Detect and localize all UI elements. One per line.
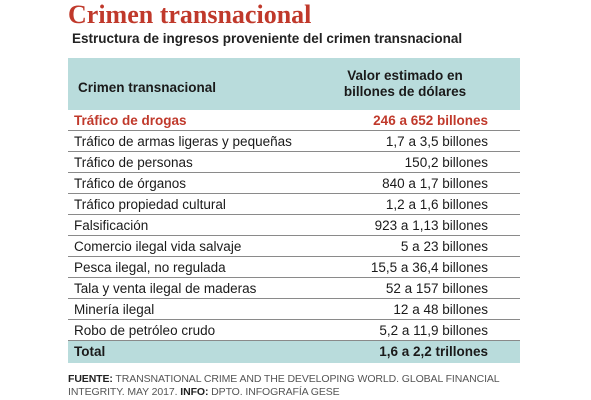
row-name: Tráfico de armas ligeras y pequeñas: [74, 134, 292, 149]
column-header-value: Valor estimado en billones de dólares: [320, 68, 490, 100]
table-row: Tráfico propiedad cultural 1,2 a 1,6 bil…: [68, 194, 520, 215]
row-value: 840 a 1,7 billones: [382, 176, 488, 191]
table-row: Tráfico de armas ligeras y pequeñas 1,7 …: [68, 131, 520, 152]
row-value: 246 a 652 billones: [373, 113, 488, 128]
table-row: Tráfico de personas 150,2 billones: [68, 152, 520, 173]
row-value: 150,2 billones: [404, 155, 488, 170]
total-label: Total: [74, 344, 106, 359]
info-text: DPTO. INFOGRAFÍA GESE: [208, 386, 340, 398]
row-name: Comercio ilegal vida salvaje: [74, 239, 242, 254]
row-value: 1,7 a 3,5 billones: [385, 134, 488, 149]
source-label: FUENTE:: [68, 373, 113, 385]
table-row: Robo de petróleo crudo 5,2 a 11,9 billon…: [68, 320, 520, 341]
table-row: Comercio ilegal vida salvaje 5 a 23 bill…: [68, 236, 520, 257]
row-name: Tráfico de drogas: [74, 113, 187, 128]
table-row: Tala y venta ilegal de maderas 52 a 157 …: [68, 278, 520, 299]
row-name: Falsificación: [74, 218, 149, 233]
row-name: Tráfico de personas: [74, 155, 193, 170]
info-label: INFO:: [180, 386, 209, 398]
total-value: 1,6 a 2,2 trillones: [379, 344, 488, 359]
table-row: Pesca ilegal, no regulada 15,5 a 36,4 bi…: [68, 257, 520, 278]
row-name: Tráfico propiedad cultural: [74, 197, 226, 212]
table-header: Crimen transnacional Valor estimado en b…: [68, 58, 520, 110]
row-name: Pesca ilegal, no regulada: [74, 260, 226, 275]
table-row: Falsificación 923 a 1,13 billones: [68, 215, 520, 236]
row-name: Robo de petróleo crudo: [74, 323, 216, 338]
source-note: FUENTE: TRANSNATIONAL CRIME AND THE DEVE…: [68, 373, 528, 399]
row-value: 5 a 23 billones: [400, 239, 488, 254]
row-value: 12 a 48 billones: [393, 302, 488, 317]
source-text: TRANSNATIONAL CRIME AND THE DEVELOPING W…: [68, 373, 500, 398]
data-table: Crimen transnacional Valor estimado en b…: [68, 58, 520, 363]
row-value: 15,5 a 36,4 billones: [370, 260, 488, 275]
table-row: Tráfico de drogas 246 a 652 billones: [68, 110, 520, 131]
row-value: 5,2 a 11,9 billones: [379, 323, 488, 338]
page-title: Crimen transnacional: [68, 0, 312, 29]
table-total-row: Total 1,6 a 2,2 trillones: [68, 341, 520, 363]
row-value: 923 a 1,13 billones: [374, 218, 488, 233]
column-header-value-line2: billones de dólares: [343, 84, 467, 99]
table-row: Tráfico de órganos 840 a 1,7 billones: [68, 173, 520, 194]
page-subtitle: Estructura de ingresos proveniente del c…: [72, 31, 463, 46]
row-value: 52 a 157 billones: [385, 281, 488, 296]
table-row: Minería ilegal 12 a 48 billones: [68, 299, 520, 320]
row-name: Tráfico de órganos: [74, 176, 187, 191]
column-header-value-line1: Valor estimado en: [347, 68, 463, 83]
row-value: 1,2 a 1,6 billones: [385, 197, 488, 212]
row-name: Tala y venta ilegal de maderas: [74, 281, 257, 296]
column-header-crime: Crimen transnacional: [78, 80, 217, 95]
row-name: Minería ilegal: [74, 302, 155, 317]
